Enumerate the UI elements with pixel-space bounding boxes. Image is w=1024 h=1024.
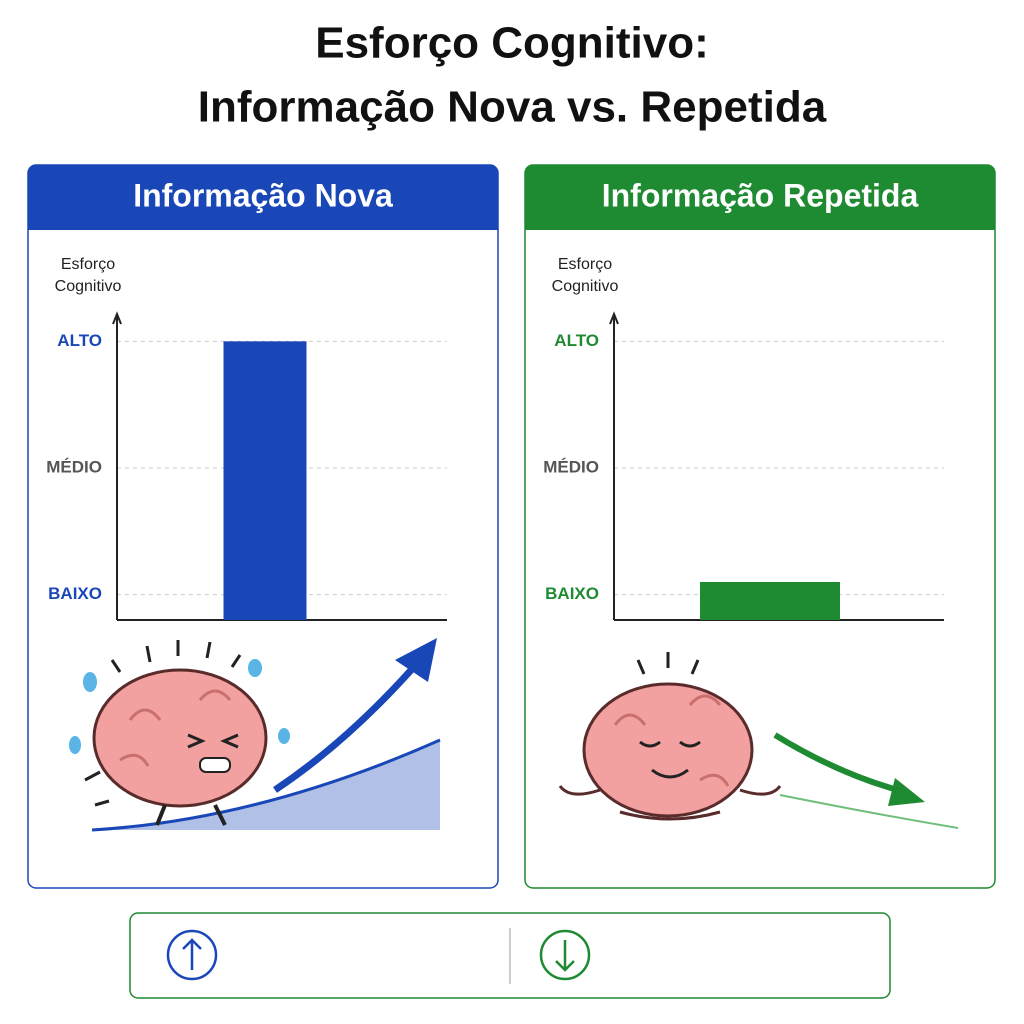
y-tick-label: BAIXO bbox=[48, 584, 102, 603]
y-axis-arrow bbox=[112, 311, 122, 325]
panel-header bbox=[28, 165, 498, 230]
y-axis-arrow bbox=[609, 311, 619, 325]
y-tick-label: BAIXO bbox=[545, 584, 599, 603]
panel-header bbox=[525, 165, 995, 230]
panel-title: Informação Nova bbox=[133, 177, 393, 213]
y-axis-label: Esforço bbox=[558, 256, 612, 273]
illustration-calm-brain bbox=[558, 652, 959, 829]
illustration-stressed-brain bbox=[69, 638, 441, 832]
title-line: Esforço Cognitivo: bbox=[315, 19, 709, 68]
y-tick-label: MÉDIO bbox=[46, 457, 102, 476]
y-tick-label: ALTO bbox=[554, 331, 599, 350]
icon-up bbox=[166, 929, 218, 981]
y-axis-label: Esforço bbox=[61, 256, 115, 273]
y-tick-label: ALTO bbox=[57, 331, 102, 350]
y-axis-label: Cognitivo bbox=[55, 278, 122, 295]
bar bbox=[223, 341, 307, 620]
bar bbox=[700, 582, 840, 620]
panel-title: Informação Repetida bbox=[602, 177, 919, 213]
y-axis-label: Cognitivo bbox=[552, 278, 619, 295]
title-line: Informação Nova vs. Repetida bbox=[198, 83, 827, 132]
icon-down bbox=[539, 929, 591, 981]
y-tick-label: MÉDIO bbox=[543, 457, 599, 476]
